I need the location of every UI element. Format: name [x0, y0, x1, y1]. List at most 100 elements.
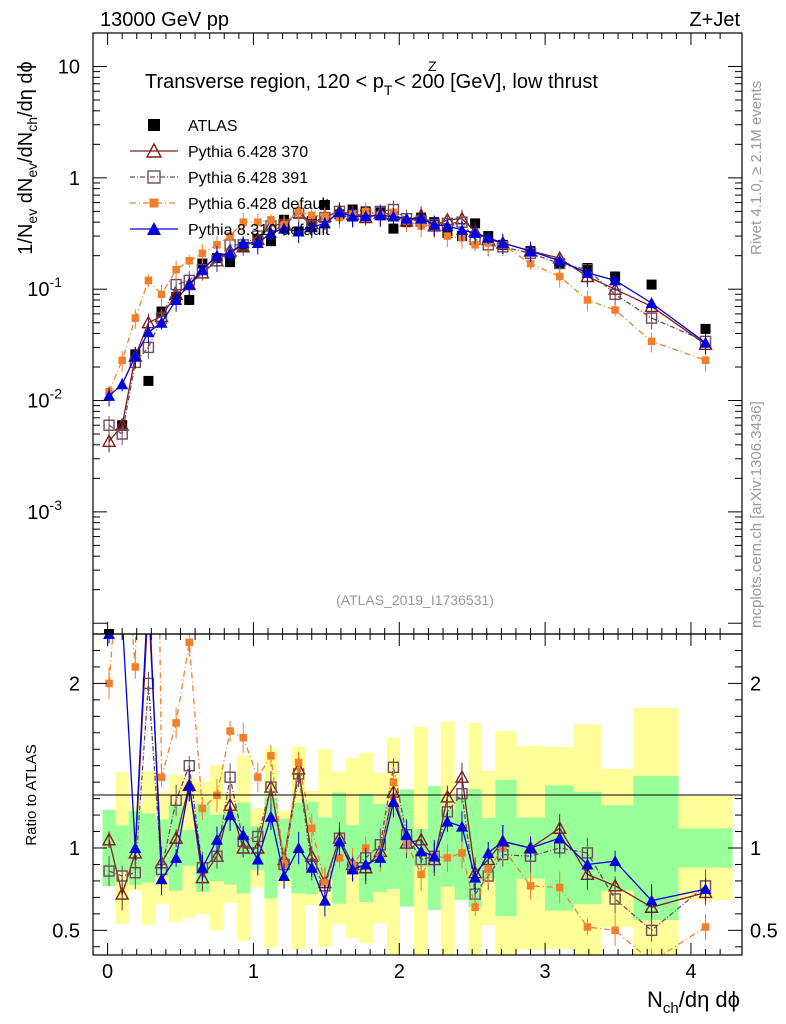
- data-point: [143, 375, 154, 386]
- ratio-point: [648, 958, 656, 966]
- ratio-line-3: [109, 634, 706, 903]
- data-point: [103, 389, 116, 401]
- data-point: [482, 231, 495, 243]
- data-point: [118, 356, 126, 365]
- ratio-point: [359, 858, 372, 870]
- ratio-point: [196, 861, 209, 873]
- legend-marker: [148, 119, 160, 131]
- ratio-point: [142, 595, 154, 606]
- ratio-point: [581, 858, 594, 870]
- ratio-point: [116, 870, 128, 882]
- legend-label: Pythia 6.428 391: [188, 170, 308, 187]
- data-point: [170, 293, 183, 305]
- y-tick-label: 10-1: [27, 274, 62, 301]
- analysis-id: (ATLAS_2019_I1736531): [336, 592, 494, 608]
- y-tick-label: 10: [58, 57, 80, 79]
- data-point: [116, 428, 128, 440]
- ratio-point: [172, 719, 180, 727]
- data-point: [645, 312, 658, 324]
- data-point: [198, 249, 207, 258]
- ratio-point: [335, 854, 344, 862]
- ratio-point: [346, 863, 359, 875]
- ratio-point: [333, 835, 346, 847]
- ratio-point: [267, 752, 275, 760]
- data-point: [646, 279, 657, 290]
- ratio-y-tick-label-left: 2: [69, 673, 80, 695]
- series-line-4: [108, 211, 706, 397]
- data-point: [142, 326, 155, 338]
- data-point: [144, 276, 153, 285]
- ratio-point: [278, 869, 291, 881]
- ratio-point: [699, 883, 712, 895]
- data-point: [524, 245, 537, 257]
- ratio-point: [428, 850, 441, 862]
- data-point: [254, 218, 262, 226]
- ratio-point: [264, 810, 277, 822]
- ratio-point: [456, 787, 468, 800]
- ratio-point: [170, 851, 183, 863]
- ratio-point: [374, 851, 387, 863]
- data-point: [526, 259, 535, 268]
- ratio-y-tick-label-left: 1: [69, 838, 80, 860]
- side-label-rivet: Rivet 4.1.0, ≥ 2.1M events: [748, 81, 765, 255]
- ratio-point: [101, 832, 117, 846]
- ratio-line-2: [108, 634, 706, 955]
- data-point: [210, 249, 223, 261]
- data-point: [224, 247, 237, 259]
- ratio-point: [415, 845, 428, 857]
- ratio-point: [118, 515, 126, 523]
- data-point: [267, 216, 275, 224]
- ratio-point: [116, 612, 128, 623]
- ratio-point: [471, 903, 479, 912]
- ratio-point: [131, 663, 140, 671]
- ratio-point: [417, 870, 425, 879]
- ratio-point: [265, 781, 277, 793]
- data-point: [185, 257, 194, 265]
- data-point: [184, 294, 195, 305]
- ratio-point: [387, 795, 400, 807]
- data-point: [333, 206, 346, 218]
- ratio-point: [183, 779, 196, 791]
- legend-label: ATLAS: [188, 118, 238, 135]
- legend-marker: [145, 142, 163, 158]
- data-point: [196, 263, 209, 275]
- ratio-point: [496, 835, 509, 847]
- legend-label: Pythia 8.310 default: [188, 222, 330, 239]
- ratio-point: [318, 894, 331, 906]
- ratio-point: [157, 773, 166, 781]
- xlabel-part-0: N: [647, 987, 663, 1012]
- green-band-bin: [601, 805, 634, 891]
- green-band-bin: [141, 813, 155, 883]
- ratio-point: [129, 842, 142, 853]
- legend-marker: [147, 170, 161, 184]
- data-point: [292, 225, 305, 237]
- data-point: [116, 378, 129, 390]
- ratio-point: [185, 638, 194, 646]
- ratio-point: [321, 878, 329, 887]
- ratio-point: [305, 861, 318, 873]
- green-band-bin: [264, 797, 278, 899]
- data-point: [172, 265, 180, 274]
- ratio-point: [198, 804, 207, 813]
- svg-text:Transverse region, 120 < pT <: Transverse region, 120 < pT < 200 [GeV],…: [145, 71, 598, 98]
- data-point: [101, 433, 117, 448]
- ratio-point: [114, 886, 130, 900]
- ratio-y-tick-label-right: 1: [750, 838, 761, 860]
- ratio-point: [609, 855, 622, 867]
- ratio-point: [210, 833, 223, 845]
- data-point: [700, 323, 711, 334]
- data-point: [443, 232, 452, 240]
- green-band-bin: [346, 825, 360, 871]
- ylabel-part-1: ev: [24, 209, 40, 224]
- data-point: [374, 209, 387, 221]
- ratio-point: [455, 820, 468, 832]
- data-point: [359, 210, 372, 222]
- ratio-point: [645, 924, 658, 937]
- axes-ticks: 0 1 2 3 4 10-3 10-2 10-1 1 10 0.5 0.5 1 1 2 2: [27, 32, 778, 983]
- ratio-point: [129, 866, 141, 879]
- y-tick-label: 10-2: [27, 386, 62, 413]
- title-main: Transverse region, 120 < p: [145, 71, 384, 93]
- data-point: [469, 226, 482, 238]
- ratio-point: [239, 733, 247, 742]
- data-point: [319, 200, 330, 211]
